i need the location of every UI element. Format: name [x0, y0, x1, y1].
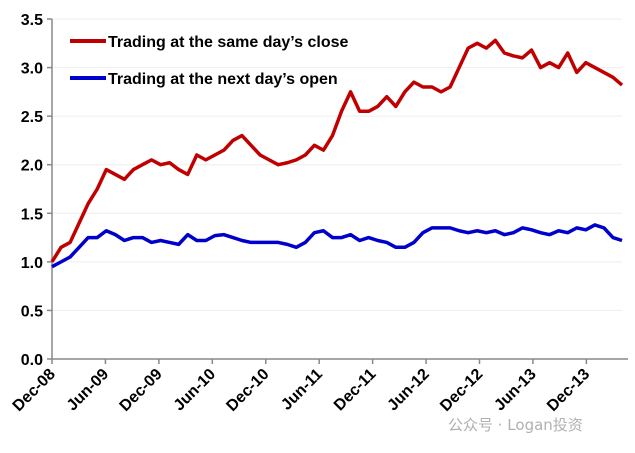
y-tick-label: 0.5 [21, 303, 43, 320]
legend: Trading at the same day’s close Trading … [70, 34, 348, 88]
x-tick-label: Dec-08 [10, 366, 59, 415]
x-tick-label: Jun-10 [171, 366, 220, 415]
x-tick-label: Jun-11 [278, 366, 326, 414]
legend-label-open: Trading at the next day’s open [108, 71, 338, 88]
legend-label-close: Trading at the same day’s close [108, 34, 348, 51]
x-tick-label: Dec-10 [223, 366, 272, 415]
x-tick-label: Dec-13 [544, 366, 593, 415]
watermark: 公众号 · Logan投资 [448, 416, 583, 434]
x-tick-label: Jun-13 [491, 366, 540, 415]
y-tick-label: 2.5 [21, 109, 43, 126]
series-line-open [51, 223, 623, 269]
series-line-close [50, 38, 624, 263]
y-tick-label: 2.0 [21, 158, 43, 175]
x-tick-label: Dec-09 [117, 366, 166, 415]
x-tick-label: Jun-09 [64, 366, 113, 415]
y-tick-label: 1.0 [21, 255, 43, 272]
y-tick-label: 3.0 [21, 61, 43, 78]
y-tick-label: 0.0 [21, 352, 43, 369]
x-tick-label: Jun-12 [384, 366, 433, 415]
x-tick-label: Dec-12 [437, 366, 486, 415]
y-tick-label: 1.5 [21, 206, 43, 223]
y-tick-label: 3.5 [21, 12, 43, 29]
x-tick-label: Dec-11 [331, 366, 380, 415]
